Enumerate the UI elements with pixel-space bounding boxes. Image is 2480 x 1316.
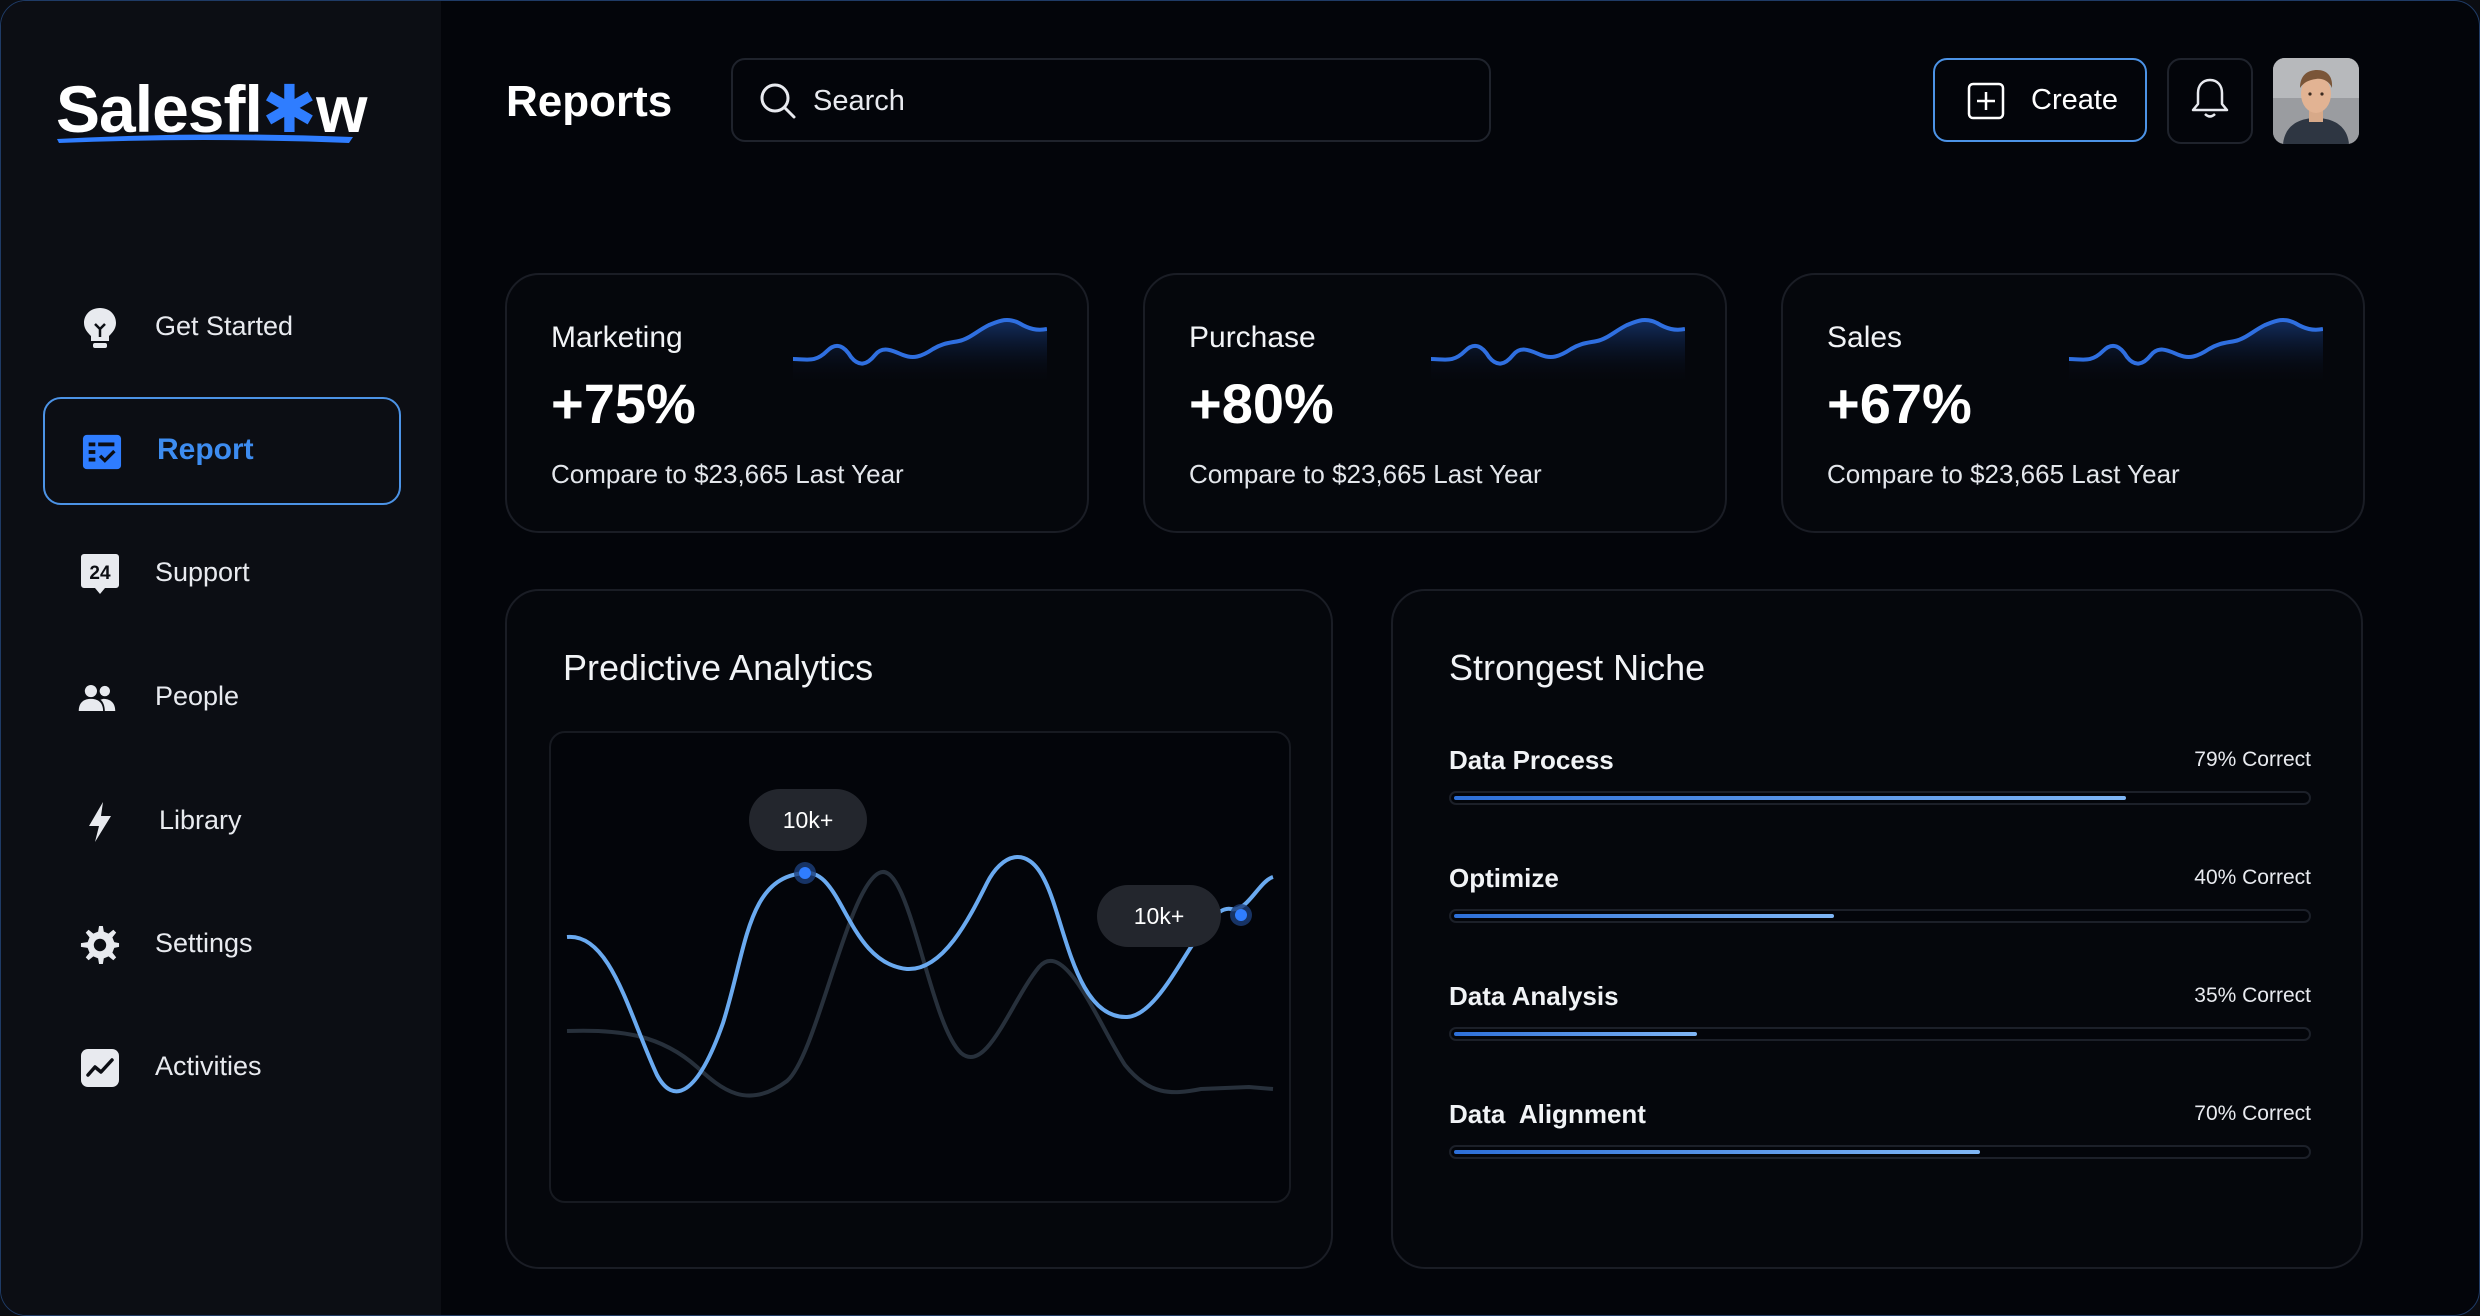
search-icon [759, 82, 797, 125]
niche-label: Data Analysis [1449, 981, 1619, 1011]
sidebar: Salesfl✱w Get Started Report 24 Support [1, 1, 441, 1315]
stat-value: +75% [551, 372, 696, 435]
secondary-line [566, 870, 1274, 1098]
logo-swoosh [57, 134, 353, 143]
activity-icon [80, 1048, 120, 1088]
sidebar-item-library[interactable]: Library [43, 769, 397, 873]
sidebar-item-label: People [155, 681, 240, 711]
niche-label: Data Process [1449, 745, 1614, 775]
stat-compare: Compare to $23,665 Last Year [1189, 459, 1542, 489]
notifications-button[interactable] [2167, 58, 2253, 144]
sidebar-item-label: Settings [155, 928, 253, 958]
niche-percent: 79% Correct [2194, 748, 2311, 771]
sidebar-item-settings[interactable]: Settings [43, 892, 397, 996]
predictive-chart-plot [566, 854, 1274, 1098]
sidebar-item-label: Get Started [155, 311, 294, 341]
stat-card-sales[interactable]: Sales +67% Compare to $23,665 Last Year [1781, 273, 2365, 533]
svg-text:24: 24 [89, 563, 111, 584]
niche-percent: 70% Correct [2194, 1102, 2311, 1125]
search-bar[interactable] [731, 58, 1491, 142]
progress-track [1449, 909, 2311, 923]
predictive-chart[interactable]: 10k+ 10k+ [549, 731, 1291, 1203]
niche-label: Optimize [1449, 863, 1559, 893]
primary-line [566, 854, 1274, 1094]
search-input[interactable] [811, 78, 1455, 124]
lightbulb-icon [80, 308, 120, 348]
sidebar-item-support[interactable]: 24 Support [43, 521, 397, 625]
stat-compare: Compare to $23,665 Last Year [551, 459, 904, 489]
niche-percent: 40% Correct [2194, 866, 2311, 889]
sidebar-item-get-started[interactable]: Get Started [43, 275, 397, 379]
sidebar-item-label: Library [159, 805, 242, 835]
logo[interactable]: Salesfl✱w [56, 71, 367, 148]
avatar[interactable] [2273, 58, 2359, 144]
stat-card-purchase[interactable]: Purchase +80% Compare to $23,665 Last Ye… [1143, 273, 1727, 533]
gear-icon [80, 925, 120, 965]
progress-fill [1454, 1150, 1980, 1154]
sidebar-item-report[interactable]: Report [43, 397, 401, 505]
plus-square-icon [1967, 82, 2005, 123]
niche-percent: 35% Correct [2194, 984, 2311, 1007]
logo-star-icon: ✱ [261, 72, 317, 146]
stat-compare: Compare to $23,665 Last Year [1827, 459, 2180, 489]
lightning-icon [80, 802, 120, 842]
create-button[interactable]: Create [1933, 58, 2147, 142]
report-icon [82, 432, 122, 472]
create-button-label: Create [2031, 84, 2119, 116]
stat-name: Purchase [1189, 321, 1316, 354]
strongest-niche-panel: Strongest Niche Data Process 79% Correct… [1391, 589, 2363, 1269]
bell-icon [2190, 77, 2230, 126]
niche-label: Data Alignment [1449, 1099, 1646, 1129]
logo-text-end: w [316, 72, 367, 146]
stat-value: +80% [1189, 372, 1334, 435]
sidebar-item-activities[interactable]: Activities [43, 1015, 397, 1119]
sparkline [793, 317, 1047, 385]
progress-track [1449, 791, 2311, 805]
sidebar-item-label: Report [157, 433, 254, 466]
sparkline [2069, 317, 2323, 385]
progress-fill [1454, 914, 1835, 918]
panel-title: Predictive Analytics [563, 647, 874, 688]
progress-fill [1454, 1032, 1697, 1036]
sidebar-item-label: Support [155, 557, 250, 587]
stat-name: Sales [1827, 321, 1903, 354]
data-point-marker [799, 867, 811, 879]
predictive-analytics-panel: Predictive Analytics 10k+ 10k+ [505, 589, 1333, 1269]
progress-track [1449, 1027, 2311, 1041]
people-icon [77, 678, 117, 718]
data-point-marker [1235, 909, 1247, 921]
progress-track [1449, 1145, 2311, 1159]
panel-title: Strongest Niche [1449, 647, 1706, 688]
chart-tooltip: 10k+ [1097, 885, 1221, 947]
sidebar-item-people[interactable]: People [43, 645, 397, 749]
stat-name: Marketing [551, 321, 683, 354]
stat-card-marketing[interactable]: Marketing +75% Compare to $23,665 Last Y… [505, 273, 1089, 533]
sidebar-item-label: Activities [155, 1051, 262, 1081]
chart-tooltip: 10k+ [749, 789, 867, 851]
logo-text: Salesfl [56, 72, 263, 146]
sparkline [1431, 317, 1685, 385]
stat-value: +67% [1827, 372, 1972, 435]
support-24-icon: 24 [80, 554, 120, 594]
page-title: Reports [506, 77, 673, 126]
progress-fill [1454, 796, 2126, 800]
